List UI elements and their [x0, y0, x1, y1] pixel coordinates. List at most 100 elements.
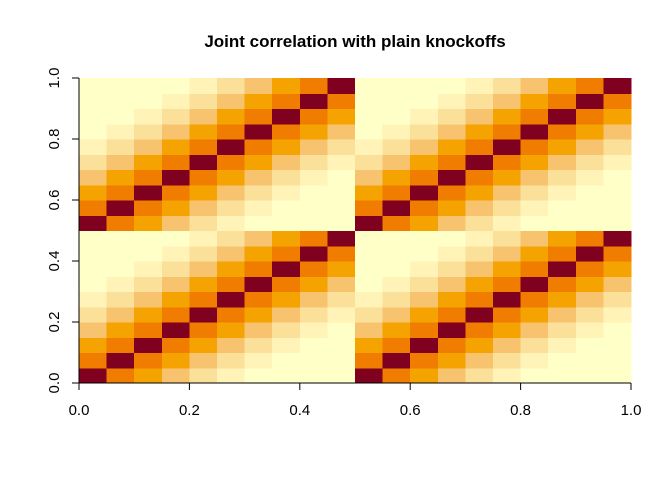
heatmap-cell — [161, 367, 190, 384]
heatmap-cell — [272, 337, 301, 354]
heatmap-cell — [161, 123, 190, 140]
heatmap-cell — [106, 230, 135, 247]
heatmap-cell — [327, 245, 356, 262]
heatmap-cell — [106, 291, 135, 308]
heatmap-cell — [79, 245, 108, 262]
heatmap-cell — [437, 184, 466, 201]
heatmap-cell — [79, 367, 108, 384]
heatmap-cell — [520, 93, 549, 110]
heatmap-cell — [189, 215, 218, 232]
heatmap-cell — [272, 352, 301, 369]
heatmap-cell — [603, 367, 632, 384]
heatmap-cell — [327, 230, 356, 247]
heatmap-cell — [134, 215, 163, 232]
heatmap-cell — [410, 184, 439, 201]
heatmap-cell — [382, 261, 411, 277]
heatmap-cell — [520, 337, 549, 354]
heatmap-cell — [382, 291, 411, 308]
y-tick-label: 0.4 — [46, 251, 63, 272]
heatmap-cell — [244, 306, 273, 323]
heatmap-cell — [134, 139, 163, 155]
heatmap-cell — [134, 337, 163, 354]
heatmap-cell — [272, 261, 301, 277]
heatmap-cell — [134, 123, 163, 140]
heatmap-cell — [520, 154, 549, 171]
heatmap-cell — [548, 276, 577, 293]
heatmap-cell — [106, 93, 135, 110]
heatmap-cell — [299, 291, 328, 308]
heatmap-cell — [603, 184, 632, 201]
heatmap-cell — [327, 93, 356, 110]
heatmap-cell — [327, 367, 356, 384]
heatmap-cell — [520, 306, 549, 323]
x-tick-label: 0.8 — [510, 402, 531, 419]
heatmap-cell — [161, 245, 190, 262]
heatmap-cell — [548, 139, 577, 155]
heatmap-cell — [327, 352, 356, 369]
heatmap-cell — [161, 184, 190, 201]
heatmap-cell — [272, 108, 301, 125]
heatmap-cell — [437, 261, 466, 277]
heatmap-cell — [244, 108, 273, 125]
heatmap-cell — [410, 306, 439, 323]
heatmap-cell — [189, 230, 218, 247]
heatmap-cell — [327, 322, 356, 338]
heatmap-cell — [217, 169, 246, 186]
heatmap-cell — [79, 306, 108, 323]
heatmap-cell — [244, 261, 273, 277]
heatmap-cell — [548, 367, 577, 384]
heatmap-cell — [134, 230, 163, 247]
y-tick-label: 0.8 — [46, 129, 63, 150]
heatmap-cell — [299, 108, 328, 125]
heatmap-cell — [244, 352, 273, 369]
heatmap-cell — [79, 78, 108, 94]
heatmap-cell — [520, 139, 549, 155]
heatmap-cell — [106, 306, 135, 323]
heatmap-cell — [299, 367, 328, 384]
heatmap-cell — [465, 352, 494, 369]
heatmap-cell — [355, 200, 384, 216]
heatmap-cell — [299, 200, 328, 216]
heatmap-cell — [244, 169, 273, 186]
heatmap-cell — [217, 78, 246, 94]
heatmap-cell — [299, 78, 328, 94]
heatmap-cell — [161, 230, 190, 247]
heatmap-cell — [106, 322, 135, 338]
heatmap-cell — [603, 154, 632, 171]
heatmap-cell — [244, 337, 273, 354]
heatmap-cell — [548, 322, 577, 338]
heatmap-cell — [548, 230, 577, 247]
heatmap-cell — [493, 139, 522, 155]
heatmap-cell — [410, 154, 439, 171]
heatmap-cell — [244, 78, 273, 94]
heatmap-cell — [134, 245, 163, 262]
heatmap-cell — [603, 352, 632, 369]
heatmap-cell — [299, 215, 328, 232]
heatmap-cell — [299, 306, 328, 323]
heatmap-cell — [161, 93, 190, 110]
heatmap-cell — [410, 261, 439, 277]
heatmap-cell — [355, 215, 384, 232]
heatmap-cell — [161, 215, 190, 232]
heatmap-cell — [548, 200, 577, 216]
heatmap-cell — [382, 154, 411, 171]
heatmap-cell — [603, 337, 632, 354]
heatmap-cell — [382, 93, 411, 110]
heatmap-cell — [437, 367, 466, 384]
heatmap-cell — [244, 367, 273, 384]
heatmap-cell — [217, 108, 246, 125]
heatmap-cell — [465, 200, 494, 216]
heatmap-cell — [355, 322, 384, 338]
heatmap-cell — [189, 184, 218, 201]
heatmap-cell — [217, 139, 246, 155]
heatmap-cell — [189, 108, 218, 125]
heatmap-cell — [575, 154, 604, 171]
heatmap-cell — [299, 261, 328, 277]
x-tick-label: 1.0 — [621, 402, 642, 419]
heatmap-cell — [575, 291, 604, 308]
heatmap-cell — [79, 215, 108, 232]
heatmap-cell — [355, 245, 384, 262]
heatmap-cell — [382, 139, 411, 155]
heatmap-cell — [106, 215, 135, 232]
heatmap-cell — [603, 261, 632, 277]
